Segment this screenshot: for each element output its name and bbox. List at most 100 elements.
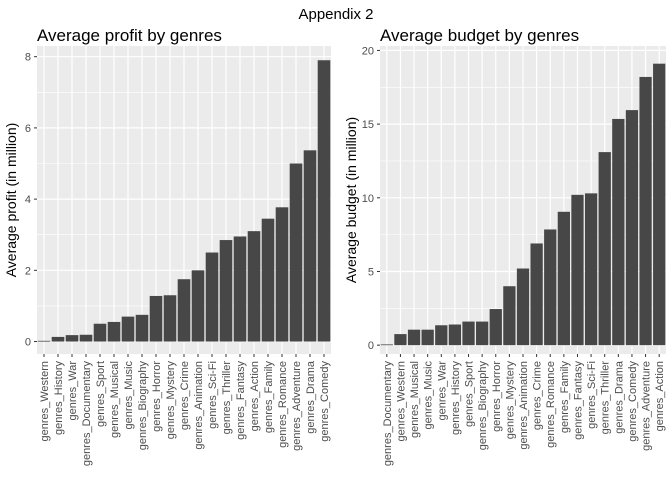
budget-bar-genres_Sci-Fi bbox=[584, 193, 598, 346]
budget-category-label: genres_Comedy bbox=[627, 361, 639, 442]
budget-category-label: genres_Western bbox=[395, 361, 407, 442]
profit-bar-genres_Romance bbox=[275, 207, 289, 342]
budget-y-tick-label: 5 bbox=[368, 266, 374, 278]
profit-category-label: genres_Comedy bbox=[319, 361, 331, 442]
budget-category-label: genres_Family bbox=[559, 361, 571, 434]
budget-y-tick-label: 20 bbox=[362, 45, 374, 57]
budget-category-label: genres_Thriller bbox=[600, 361, 612, 435]
budget-category-label: genres_Biography bbox=[477, 361, 489, 451]
budget-y-tick-label: 15 bbox=[362, 119, 374, 131]
budget-category-label: genres_Music bbox=[423, 361, 435, 430]
budget-chart-title: Average budget by genres bbox=[380, 26, 579, 45]
profit-category-label: genres_Animation bbox=[193, 361, 205, 450]
profit-category-label: genres_Adventure bbox=[291, 361, 303, 451]
profit-category-label: genres_Musical bbox=[109, 361, 121, 438]
profit-bar-genres_Drama bbox=[303, 150, 317, 342]
budget-bar-genres_Drama bbox=[612, 118, 625, 346]
profit-category-label: genres_Western bbox=[39, 361, 51, 442]
budget-category-label: genres_Mystery bbox=[504, 361, 516, 440]
profit-category-label: genres_Action bbox=[249, 361, 261, 431]
profit-y-tick-label: 2 bbox=[25, 265, 31, 277]
budget-bar-genres_Fantasy bbox=[571, 194, 584, 346]
profit-bar-genres_Horror bbox=[149, 295, 163, 342]
profit-bar-genres_Family bbox=[261, 218, 275, 342]
profit-bar-genres_Mystery bbox=[163, 295, 177, 342]
profit-category-label: genres_War bbox=[67, 361, 79, 421]
budget-category-label: genres_War bbox=[436, 361, 448, 421]
budget-bar-genres_Western bbox=[394, 334, 407, 346]
budget-bar-genres_Comedy bbox=[625, 110, 639, 346]
budget-category-label: genres_Drama bbox=[613, 360, 625, 434]
budget-bar-genres_Music bbox=[421, 329, 434, 346]
profit-category-label: genres_Romance bbox=[277, 361, 289, 448]
budget-bar-genres_Adventure bbox=[639, 76, 652, 346]
budget-category-label: genres_Action bbox=[654, 361, 666, 431]
budget-category-label: genres_Documentary bbox=[382, 361, 394, 467]
budget-category-label: genres_Musical bbox=[409, 361, 421, 438]
profit-bar-genres_Sci-Fi bbox=[205, 252, 219, 342]
budget-category-label: genres_Sport bbox=[464, 361, 476, 427]
budget-bar-genres_War bbox=[435, 325, 448, 346]
profit-bar-genres_Comedy bbox=[317, 60, 331, 342]
budget-chart: 0 5 10 15 20 genres_Documentary genres_Western… bbox=[343, 26, 666, 466]
budget-bar-genres_Sport bbox=[462, 321, 475, 346]
profit-bar-genres_Thriller bbox=[219, 240, 233, 342]
profit-category-label: genres_Horror bbox=[151, 361, 163, 432]
profit-bar-genres_Sport bbox=[93, 323, 107, 342]
profit-bar-genres_Crime bbox=[177, 279, 191, 342]
profit-bar-genres_Western bbox=[37, 340, 51, 342]
profit-chart-title: Average profit by genres bbox=[37, 26, 222, 45]
profit-bar-genres_History bbox=[51, 336, 65, 342]
profit-category-label: genres_Sport bbox=[95, 361, 107, 427]
profit-y-tick-label: 6 bbox=[25, 123, 31, 135]
budget-bar-genres_Romance bbox=[544, 229, 557, 346]
figure-title: Appendix 2 bbox=[298, 6, 373, 23]
profit-bar-genres_Documentary bbox=[79, 334, 93, 342]
budget-category-label: genres_Animation bbox=[518, 361, 530, 450]
budget-category-label: genres_Crime bbox=[532, 361, 544, 430]
budget-bar-genres_Musical bbox=[407, 329, 421, 346]
budget-bar-genres_Documentary bbox=[380, 344, 393, 346]
profit-y-tick-label: 8 bbox=[25, 52, 31, 64]
budget-bar-genres_Biography bbox=[476, 321, 489, 346]
profit-bar-genres_Biography bbox=[135, 314, 149, 342]
profit-bar-genres_Animation bbox=[191, 270, 205, 342]
profit-category-label: genres_Drama bbox=[305, 360, 317, 434]
profit-bar-genres_Action bbox=[247, 231, 261, 342]
budget-category-label: genres_History bbox=[450, 361, 462, 435]
profit-bar-genres_Music bbox=[121, 316, 135, 342]
budget-bar-genres_Horror bbox=[489, 309, 502, 346]
profit-y-tick-label: 0 bbox=[25, 337, 31, 349]
profit-category-label: genres_Fantasy bbox=[235, 361, 247, 440]
budget-bar-genres_Thriller bbox=[598, 152, 611, 346]
budget-bar-genres_Mystery bbox=[503, 286, 516, 346]
budget-category-label: genres_Fantasy bbox=[572, 361, 584, 440]
profit-category-label: genres_History bbox=[53, 361, 65, 435]
budget-bar-genres_Action bbox=[653, 63, 666, 346]
profit-y-axis-label: Average profit (in million) bbox=[3, 123, 19, 278]
budget-y-tick-label: 0 bbox=[368, 340, 374, 352]
profit-bar-genres_Adventure bbox=[289, 163, 303, 342]
profit-category-label: genres_Crime bbox=[179, 361, 191, 430]
budget-category-label: genres_Sci-Fi bbox=[586, 361, 598, 429]
budget-category-label: genres_Horror bbox=[491, 361, 503, 432]
profit-y-tick-label: 4 bbox=[25, 194, 31, 206]
profit-category-label: genres_Thriller bbox=[221, 361, 233, 435]
profit-category-label: genres_Mystery bbox=[165, 361, 177, 440]
profit-category-label: genres_Family bbox=[263, 361, 275, 434]
profit-category-label: genres_Music bbox=[123, 361, 135, 430]
profit-category-label: genres_Biography bbox=[137, 361, 149, 451]
budget-bar-genres_History bbox=[448, 324, 462, 346]
budget-category-label: genres_Romance bbox=[545, 361, 557, 448]
budget-y-axis-label: Average budget (in million) bbox=[343, 117, 359, 283]
profit-category-label: genres_Sci-Fi bbox=[207, 361, 219, 429]
profit-bar-genres_War bbox=[65, 335, 79, 342]
profit-bar-genres_Musical bbox=[107, 321, 121, 342]
budget-bar-genres_Crime bbox=[530, 243, 543, 346]
budget-bar-genres_Animation bbox=[516, 268, 530, 346]
profit-category-label: genres_Documentary bbox=[81, 361, 93, 467]
budget-category-label: genres_Adventure bbox=[641, 361, 653, 451]
